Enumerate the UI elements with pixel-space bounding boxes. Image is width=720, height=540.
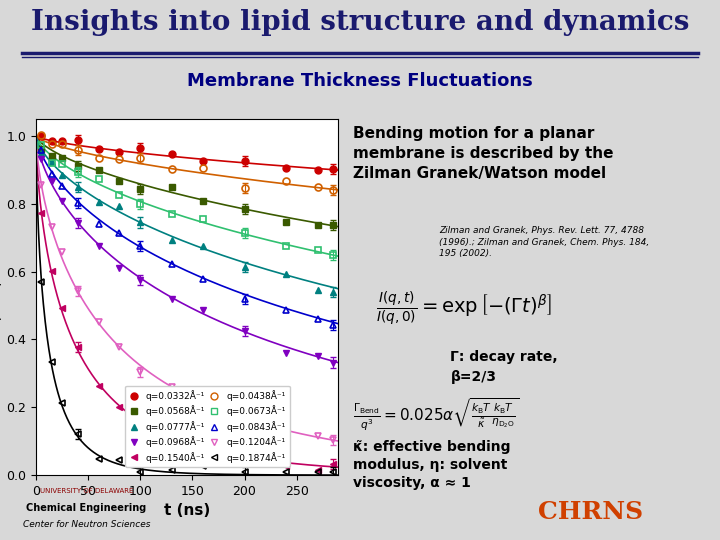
Text: Zilman and Granek, Phys. Rev. Lett. 77, 4788
(1996).; Zilman and Granek, Chem. P: Zilman and Granek, Phys. Rev. Lett. 77, …	[439, 226, 649, 258]
Text: UNIVERSITY OF DELAWARE: UNIVERSITY OF DELAWARE	[40, 488, 133, 494]
Legend: q=0.0332Å⁻¹, q=0.0568Å⁻¹, q=0.0777Å⁻¹, q=0.0968Å⁻¹, q=0.1540Å⁻¹, q=0.0438Å⁻¹, q=: q=0.0332Å⁻¹, q=0.0568Å⁻¹, q=0.0777Å⁻¹, q…	[125, 386, 290, 467]
Text: Chemical Engineering: Chemical Engineering	[26, 503, 147, 514]
Text: κ̃: effective bending
modulus, η: solvent
viscosity, α ≈ 1: κ̃: effective bending modulus, η: solven…	[353, 440, 510, 490]
Y-axis label: I(q,t)/I(q,0): I(q,t)/I(q,0)	[0, 263, 1, 331]
Text: Membrane Thickness Fluctuations: Membrane Thickness Fluctuations	[187, 72, 533, 90]
Text: Γ: decay rate,
β=2/3: Γ: decay rate, β=2/3	[451, 350, 558, 384]
Text: CHRNS: CHRNS	[538, 500, 643, 524]
Text: Bending motion for a planar
membrane is described by the
Zilman Granek/Watson mo: Bending motion for a planar membrane is …	[353, 126, 613, 180]
Text: Center for Neutron Sciences: Center for Neutron Sciences	[22, 520, 150, 529]
Text: Insights into lipid structure and dynamics: Insights into lipid structure and dynami…	[31, 9, 689, 36]
Text: $\frac{\Gamma_{\rm Bend}}{q^3} = 0.025\alpha\sqrt{\frac{k_{\rm B}T}{\tilde{\kapp: $\frac{\Gamma_{\rm Bend}}{q^3} = 0.025\a…	[353, 397, 520, 434]
X-axis label: t (ns): t (ns)	[164, 503, 210, 518]
Text: $\frac{I(q,t)}{I(q,0)} = \exp\left[-\left(\Gamma t\right)^{\beta}\right]$: $\frac{I(q,t)}{I(q,0)} = \exp\left[-\lef…	[376, 290, 552, 328]
